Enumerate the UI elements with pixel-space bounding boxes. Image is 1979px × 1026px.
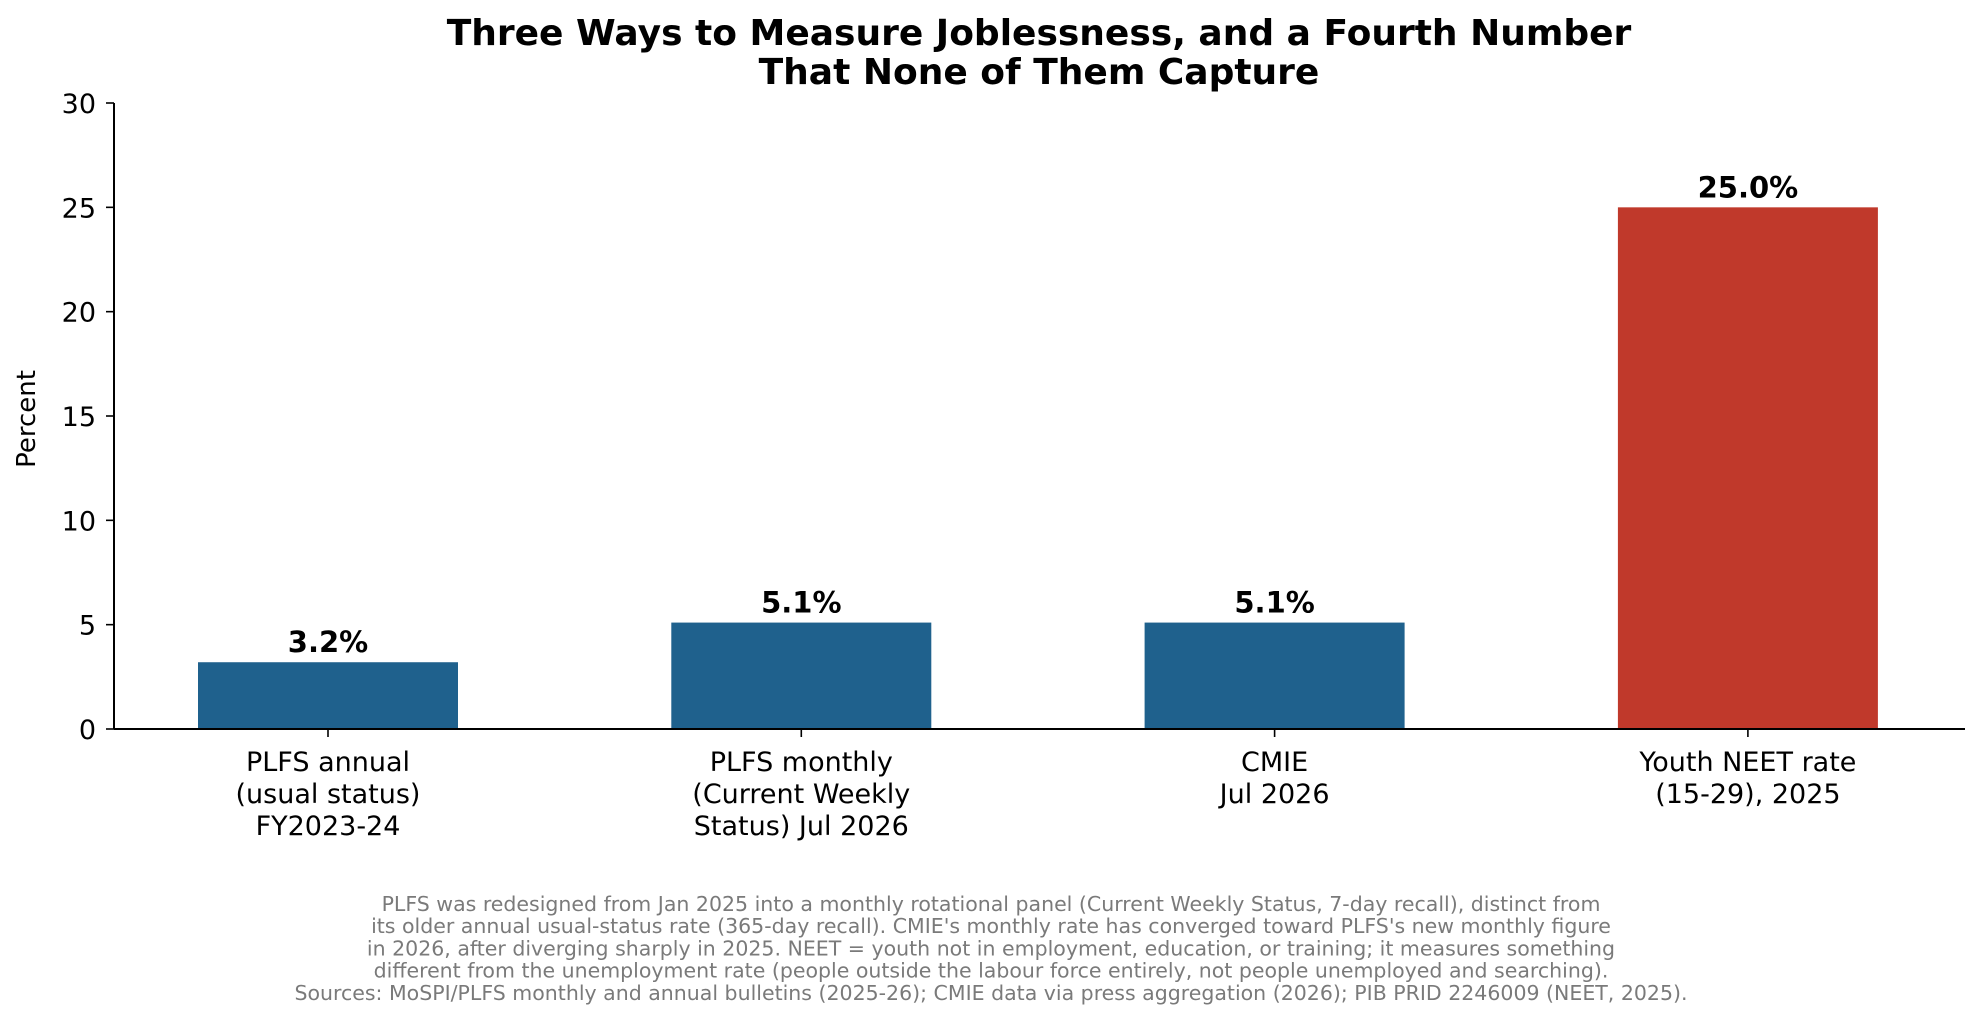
x-tick-label: PLFS annual bbox=[246, 747, 410, 778]
y-axis: 0 5 10 15 20 25 30 bbox=[62, 89, 115, 746]
footnote-line: different from the unemployment rate (pe… bbox=[374, 959, 1609, 983]
y-tick-label: 20 bbox=[62, 298, 96, 329]
bars: 3.2% 5.1% 5.1% 25.0% bbox=[198, 170, 1878, 730]
bar bbox=[671, 622, 932, 729]
bar-value-label: 5.1% bbox=[1234, 586, 1314, 620]
footnote: PLFS was redesigned from Jan 2025 into a… bbox=[294, 892, 1687, 1005]
y-tick-label: 30 bbox=[62, 89, 96, 120]
chart-title-line: Three Ways to Measure Joblessness, and a… bbox=[447, 13, 1632, 54]
x-tick-label: Status) Jul 2026 bbox=[694, 811, 909, 842]
y-tick-label: 25 bbox=[62, 193, 96, 224]
x-tick-label: Jul 2026 bbox=[1218, 779, 1330, 810]
y-tick-label: 5 bbox=[79, 611, 96, 642]
bar-value-label: 25.0% bbox=[1698, 170, 1799, 204]
bar bbox=[198, 662, 458, 729]
y-tick-label: 10 bbox=[62, 506, 96, 537]
bar-value-label: 5.1% bbox=[761, 586, 841, 620]
x-axis: PLFS annual(usual status)FY2023-24 PLFS m… bbox=[114, 728, 1965, 842]
chart-title: Three Ways to Measure Joblessness, and a… bbox=[447, 13, 1632, 93]
chart-title-line: That None of Them Capture bbox=[759, 52, 1320, 93]
footnote-line: its older annual usual-status rate (365-… bbox=[371, 914, 1611, 938]
x-tick-label: FY2023-24 bbox=[256, 811, 401, 842]
y-tick-label: 0 bbox=[79, 715, 96, 746]
bar bbox=[1144, 622, 1405, 729]
footnote-line: Sources: MoSPI/PLFS monthly and annual b… bbox=[294, 981, 1687, 1005]
x-tick-label: (usual status) bbox=[236, 779, 421, 810]
x-tick-label: (Current Weekly bbox=[692, 779, 910, 810]
x-tick-label: CMIE bbox=[1241, 747, 1308, 778]
bar bbox=[1617, 207, 1878, 730]
x-tick-label: PLFS monthly bbox=[710, 747, 893, 778]
y-axis-title: Percent bbox=[12, 370, 42, 468]
footnote-line: in 2026, after diverging sharply in 2025… bbox=[367, 936, 1615, 960]
y-tick-label: 15 bbox=[62, 402, 96, 433]
bar-value-label: 3.2% bbox=[288, 625, 368, 659]
x-tick-label: (15-29), 2025 bbox=[1655, 779, 1840, 810]
footnote-line: PLFS was redesigned from Jan 2025 into a… bbox=[382, 892, 1601, 916]
x-tick-label: Youth NEET rate bbox=[1638, 747, 1856, 778]
